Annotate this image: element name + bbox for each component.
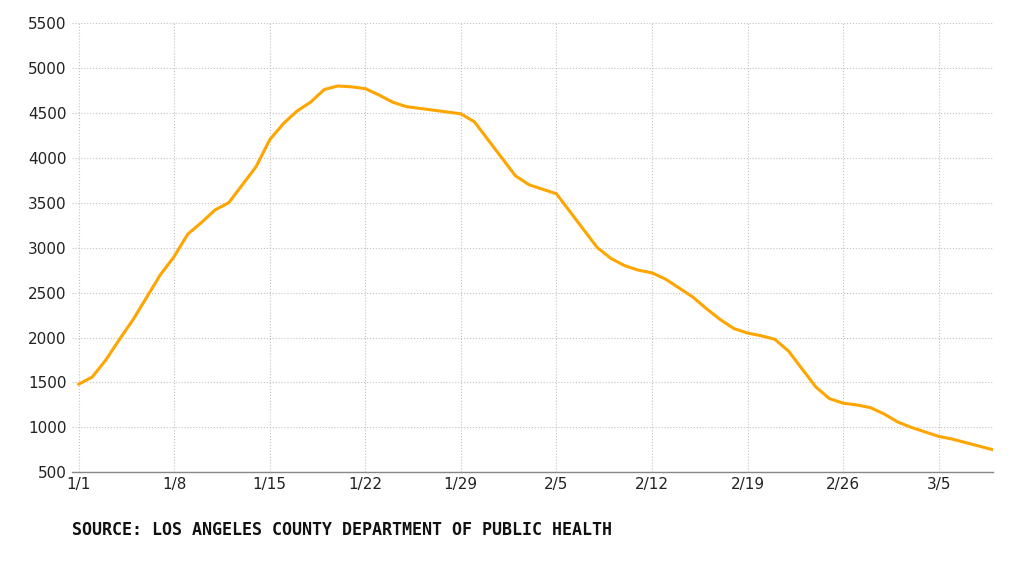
Text: SOURCE: LOS ANGELES COUNTY DEPARTMENT OF PUBLIC HEALTH: SOURCE: LOS ANGELES COUNTY DEPARTMENT OF… bbox=[72, 521, 611, 539]
